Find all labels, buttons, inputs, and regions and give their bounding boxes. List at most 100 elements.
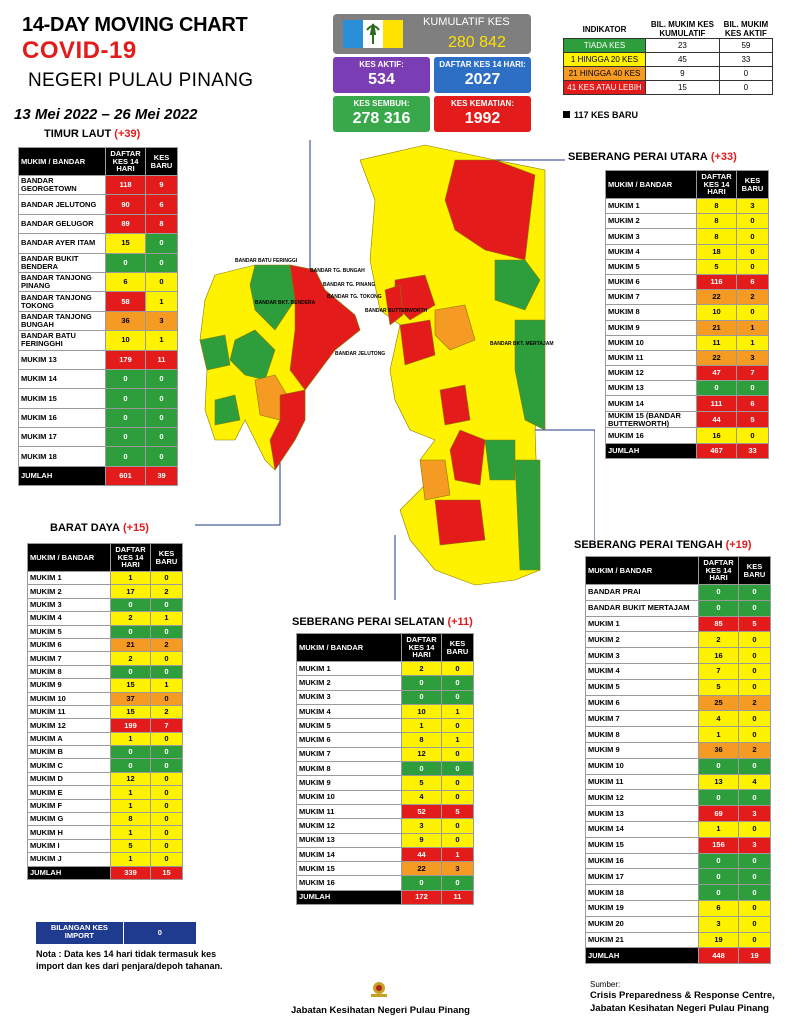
row-label: MUKIM 14 <box>605 395 697 412</box>
row-label: MUKIM 7 <box>605 289 697 306</box>
cell-daftar: 37 <box>110 691 151 706</box>
cell-baru: 7 <box>150 718 183 733</box>
table-row: MUKIM 16 0 0 <box>18 407 178 429</box>
cell-daftar: 10 <box>105 330 146 351</box>
row-label: MUKIM 9 <box>585 741 699 759</box>
total-daftar: 339 <box>110 865 151 880</box>
cell-baru: 0 <box>738 868 771 886</box>
map-label: BANDAR BKT. BENDERA <box>255 300 316 306</box>
cell-daftar: 2 <box>110 651 151 666</box>
table-row: MUKIM 15 22 3 <box>296 861 474 877</box>
row-label: BANDAR TANJONG PINANG <box>18 271 106 293</box>
kpi-registered-label: DAFTAR KES 14 HARI: <box>439 60 526 69</box>
table-row: MUKIM 15 0 0 <box>18 388 178 409</box>
kpi-registered: DAFTAR KES 14 HARI: 2027 <box>434 57 531 93</box>
cell-daftar: 1 <box>698 820 739 838</box>
row-label: MUKIM 4 <box>585 662 699 680</box>
map-label: BANDAR BUTTERWORTH <box>365 308 428 314</box>
cell-daftar: 0 <box>110 745 151 760</box>
cell-daftar: 0 <box>105 407 146 429</box>
row-label: MUKIM 16 <box>585 852 699 870</box>
cell-baru: 0 <box>150 691 183 706</box>
total-label: JUMLAH <box>18 465 106 487</box>
cell-baru: 0 <box>738 757 771 775</box>
row-label: MUKIM D <box>27 771 111 787</box>
table-row: MUKIM 4 10 1 <box>296 703 474 720</box>
cell-baru: 1 <box>441 732 474 748</box>
row-label: MUKIM 9 <box>605 319 697 336</box>
row-label: MUKIM 2 <box>296 675 402 691</box>
row-label: MUKIM C <box>27 758 111 773</box>
map-label: BANDAR TG. TOKONG <box>327 294 382 300</box>
cell-daftar: 8 <box>696 228 737 245</box>
col-header-mukim: MUKIM / BANDAR <box>585 556 699 585</box>
cell-baru: 0 <box>150 570 183 586</box>
penang-island <box>199 264 361 471</box>
table-row: BANDAR TANJONG TOKONG 58 1 <box>18 291 178 312</box>
new-cases-text: 117 KES BARU <box>574 110 639 120</box>
row-label: MUKIM 7 <box>296 746 402 763</box>
cell-daftar: 2 <box>110 611 151 626</box>
cell-baru: 6 <box>736 273 769 291</box>
kpi-deaths-value: 1992 <box>464 110 501 127</box>
table-row: BANDAR JELUTONG 90 6 <box>18 194 178 215</box>
cell-daftar: 1 <box>110 852 151 867</box>
cell-baru: 0 <box>441 789 474 805</box>
cell-baru: 5 <box>738 615 771 633</box>
legend-row: 21 HINGGA 40 KES 9 0 <box>563 66 774 81</box>
row-label: MUKIM F <box>27 798 111 814</box>
jata-crest-icon <box>368 980 390 1000</box>
table-row: MUKIM 16 0 0 <box>296 875 474 891</box>
cell-daftar: 0 <box>698 757 739 775</box>
cell-daftar: 0 <box>105 427 146 448</box>
row-label: MUKIM 9 <box>296 775 402 791</box>
table-spt: MUKIM / BANDAR DAFTAR KES 14 HARI KES BARU… <box>585 556 771 965</box>
cell-daftar: 69 <box>698 805 739 822</box>
row-label: MUKIM 21 <box>585 931 699 949</box>
total-row: JUMLAH 172 11 <box>296 889 474 906</box>
cell-daftar: 1 <box>110 825 151 840</box>
cell-daftar: 0 <box>698 584 739 601</box>
source-line2: Jabatan Kesihatan Negeri Pulau Pinang <box>590 1002 769 1014</box>
table-row: MUKIM 9 36 2 <box>585 741 771 759</box>
total-daftar: 467 <box>696 442 737 459</box>
row-label: BANDAR BUKIT MERTAJAM <box>585 599 699 617</box>
cell-baru: 0 <box>738 584 771 601</box>
table-row: BANDAR PRAI 0 0 <box>585 584 771 601</box>
table-row: BANDAR BATU FERINGGHI 10 1 <box>18 330 178 351</box>
col-header-mukim: MUKIM / BANDAR <box>18 147 106 176</box>
total-label: JUMLAH <box>605 442 697 459</box>
legend-label: 1 HINGGA 20 KES <box>563 52 646 67</box>
table-row: MUKIM D 12 0 <box>27 771 183 787</box>
cell-baru: 0 <box>738 599 771 617</box>
cell-daftar: 4 <box>401 789 442 805</box>
source-block: Sumber: Crisis Preparedness & Response C… <box>590 980 775 1015</box>
note-text: Nota : Data kes 14 hari tidak termasuk k… <box>36 949 223 972</box>
cell-daftar: 0 <box>110 597 151 613</box>
cell-baru: 0 <box>150 798 183 814</box>
total-label: JUMLAH <box>27 865 111 880</box>
row-label: MUKIM 3 <box>27 597 111 613</box>
kpi-cumulative-label: KUMULATIF KES <box>423 16 510 28</box>
cell-daftar: 89 <box>105 213 146 235</box>
row-label: BANDAR BUKIT BENDERA <box>18 252 106 273</box>
cell-baru: 2 <box>738 741 771 759</box>
row-label: BANDAR GEORGETOWN <box>18 174 106 196</box>
row-label: MUKIM B <box>27 745 111 760</box>
cell-baru: 0 <box>150 745 183 760</box>
legend-cumulative: 45 <box>645 52 720 67</box>
cell-baru: 0 <box>738 884 771 901</box>
cell-daftar: 0 <box>698 868 739 886</box>
row-label: MUKIM 2 <box>585 631 699 649</box>
cell-daftar: 116 <box>696 273 737 291</box>
legend-row: TIADA KES 23 59 <box>563 38 774 53</box>
cell-baru: 8 <box>145 213 178 235</box>
